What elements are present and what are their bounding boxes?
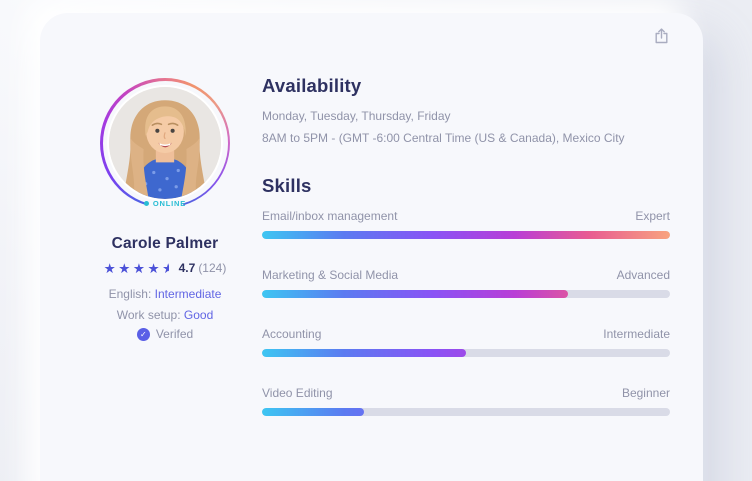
skill-progress-track xyxy=(262,231,670,239)
share-icon xyxy=(655,28,667,44)
share-button[interactable] xyxy=(648,23,674,49)
skill-row: Marketing & Social Media Advanced xyxy=(262,268,670,298)
verified-check-icon: ✓ xyxy=(136,327,150,341)
verified-row: ✓ Verifed xyxy=(57,327,273,341)
rating-row: ★ ★ ★ ★ ★ 4.7 (124) xyxy=(57,261,273,275)
rating-count: (124) xyxy=(198,261,227,275)
skill-progress-track xyxy=(262,349,670,357)
skill-header: Video Editing Beginner xyxy=(262,386,670,400)
language-value: Intermediate xyxy=(154,287,222,301)
language-label: English: xyxy=(108,287,152,301)
skill-level: Expert xyxy=(635,209,670,223)
work-setup-label: Work setup: xyxy=(116,308,181,322)
half-star-icon: ★ xyxy=(162,261,170,275)
star-rating-icons: ★ ★ ★ ★ ★ xyxy=(103,260,172,276)
profile-name: Carole Palmer xyxy=(111,235,219,252)
skill-header: Accounting Intermediate xyxy=(262,327,670,341)
skill-progress-track xyxy=(262,290,670,298)
star-icon: ★ xyxy=(147,260,160,276)
skill-row: Video Editing Beginner xyxy=(262,386,670,416)
verified-label: Verifed xyxy=(155,327,194,341)
availability-hours: 8AM to 5PM - (GMT -6:00 Central Time (US… xyxy=(262,131,625,145)
skill-level: Beginner xyxy=(621,386,670,400)
avatar-ring xyxy=(100,78,230,208)
skill-row: Email/inbox management Expert xyxy=(262,209,670,239)
skill-progress-fill xyxy=(262,349,466,357)
work-setup-row: Work setup: Good xyxy=(57,308,273,322)
skill-progress-track xyxy=(262,408,670,416)
skill-progress-fill xyxy=(262,231,670,239)
availability-days: Monday, Tuesday, Thursday, Friday xyxy=(262,109,451,123)
online-status-label: ONLINE xyxy=(152,199,187,208)
skills-list: Email/inbox management Expert Marketing … xyxy=(262,209,670,445)
online-status-badge: ONLINE xyxy=(57,199,273,208)
skill-progress-fill xyxy=(262,408,364,416)
star-icon: ★ xyxy=(118,260,131,276)
skill-name: Email/inbox management xyxy=(262,209,398,223)
skill-header: Marketing & Social Media Advanced xyxy=(262,268,670,282)
rating-score: 4.7 xyxy=(178,261,196,275)
avatar xyxy=(109,87,221,199)
work-setup-value: Good xyxy=(183,308,214,322)
skill-name: Video Editing xyxy=(262,386,333,400)
skill-progress-fill xyxy=(262,290,568,298)
star-icon: ★ xyxy=(132,260,145,276)
avatar-portrait-illustration xyxy=(109,87,221,199)
profile-card: ONLINE Carole Palmer ★ ★ ★ ★ ★ 4.7 (124) Eng… xyxy=(40,13,703,481)
skill-level: Intermediate xyxy=(603,327,670,341)
skill-name: Marketing & Social Media xyxy=(262,268,399,282)
star-icon: ★ xyxy=(103,260,116,276)
language-row: English: Intermediate xyxy=(57,287,273,301)
availability-title: Availability xyxy=(262,75,362,96)
skill-name: Accounting xyxy=(262,327,322,341)
skill-level: Advanced xyxy=(616,268,670,282)
skills-title: Skills xyxy=(262,175,312,196)
skill-header: Email/inbox management Expert xyxy=(262,209,670,223)
skill-row: Accounting Intermediate xyxy=(262,327,670,357)
online-dot-icon xyxy=(143,201,149,206)
